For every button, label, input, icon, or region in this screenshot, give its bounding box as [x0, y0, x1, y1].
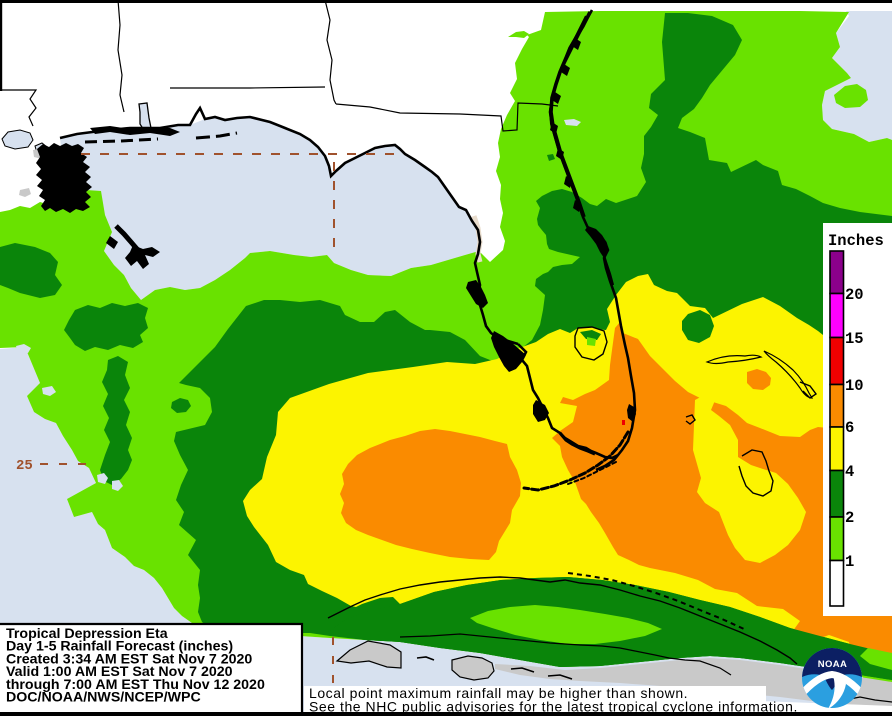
- svg-text:Day 1-5 Rainfall Forecast (inc: Day 1-5 Rainfall Forecast (inches): [6, 639, 233, 655]
- svg-text:20: 20: [845, 286, 864, 304]
- svg-text:4: 4: [845, 463, 854, 481]
- svg-text:Tropical Depression Eta: Tropical Depression Eta: [6, 626, 168, 642]
- svg-text:Valid 1:00 AM EST Sat Nov 7 20: Valid 1:00 AM EST Sat Nov 7 2020: [6, 664, 233, 680]
- svg-text:See the NHC public advisories: See the NHC public advisories for the la…: [309, 699, 798, 715]
- svg-text:2: 2: [845, 509, 854, 527]
- svg-text:1: 1: [845, 553, 854, 571]
- svg-text:15: 15: [845, 330, 864, 348]
- svg-text:25: 25: [16, 458, 33, 474]
- svg-text:NOAA: NOAA: [818, 659, 848, 670]
- svg-text:through 7:00 AM EST Thu Nov 12: through 7:00 AM EST Thu Nov 12 2020: [6, 677, 265, 693]
- svg-text:DOC/NOAA/NWS/NCEP/WPC: DOC/NOAA/NWS/NCEP/WPC: [6, 690, 201, 706]
- svg-text:Created 3:34 AM EST Sat Nov 7: Created 3:34 AM EST Sat Nov 7 2020: [6, 651, 252, 667]
- svg-text:10: 10: [845, 377, 864, 395]
- svg-text:6: 6: [845, 419, 854, 437]
- svg-text:Local point maximum rainfall m: Local point maximum rainfall may be high…: [309, 685, 688, 701]
- svg-text:Inches: Inches: [828, 232, 884, 250]
